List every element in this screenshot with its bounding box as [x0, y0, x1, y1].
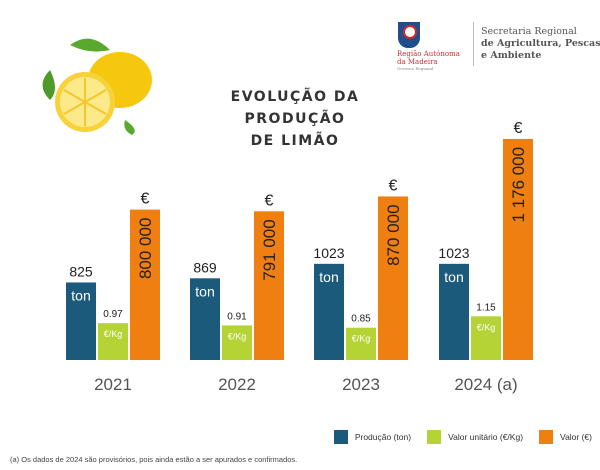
unit-label: €/Kg [104, 329, 123, 339]
bar-value [254, 211, 284, 360]
bar-unit-value [98, 323, 128, 360]
footnote: (a) Os dados de 2024 são provisórios, po… [10, 455, 298, 464]
category-label: 2022 [218, 375, 256, 394]
legend-swatch [333, 430, 348, 444]
unit-label: €/Kg [228, 331, 247, 341]
currency-label: € [265, 192, 274, 209]
currency-label: € [514, 120, 523, 137]
bar-value [378, 196, 408, 360]
currency-label: € [389, 177, 398, 194]
legend: Produção (ton) Valor unitário (€/Kg) Valor… [333, 430, 592, 444]
unit-label: ton [319, 269, 338, 285]
unit-label: ton [444, 269, 463, 285]
data-label: 0.97 [103, 309, 123, 320]
data-label: 825 [69, 263, 93, 279]
bar-value [130, 209, 160, 360]
unit-label: ton [71, 287, 90, 303]
bar-production [439, 263, 469, 360]
madeira-shield-icon [398, 22, 420, 48]
legend-swatch [539, 430, 554, 444]
bar-value [503, 138, 533, 360]
unit-label: ton [195, 283, 214, 299]
legend-item: Produção (ton) [333, 430, 412, 444]
data-label: 1023 [313, 245, 344, 261]
bar-production [66, 282, 96, 360]
government-logo: Região Autónoma da Madeira Governo Region… [395, 22, 600, 72]
category-label: 2021 [94, 375, 132, 394]
bar-unit-value [471, 316, 501, 360]
legend-item: Valor unitário (€/Kg) [427, 430, 523, 444]
legend-label: Produção (ton) [354, 432, 412, 442]
bar-unit-value [346, 327, 376, 360]
data-label: 869 [193, 259, 217, 275]
data-label: 0.91 [227, 311, 247, 322]
data-label: 791 000 [260, 219, 279, 280]
secretaria-name: Secretaria Regional de Agricultura, Pesca… [481, 26, 600, 61]
bar-production [190, 278, 220, 360]
legend-label: Valor unitário (€/Kg) [448, 432, 524, 442]
bar-unit-value [222, 325, 252, 360]
data-label: 1023 [438, 245, 469, 261]
unit-label: €/Kg [477, 322, 496, 332]
category-label: 2023 [342, 375, 380, 394]
data-label: 1 176 000 [509, 147, 528, 223]
legend-label: Valor (€) [560, 432, 592, 442]
region-name: Região Autónoma da Madeira Governo Region… [397, 50, 460, 71]
unit-label: €/Kg [352, 334, 371, 344]
data-label: 0.85 [351, 314, 371, 325]
bar-production [314, 263, 344, 360]
legend-item: Valor (€) [539, 430, 592, 444]
category-label: 2024 (a) [454, 375, 517, 394]
lemon-illustration [30, 30, 170, 140]
chart-title: EVOLUÇÃO DA PRODUÇÃO DE LIMÃO [230, 89, 360, 149]
currency-label: € [141, 191, 150, 208]
data-label: 1.15 [476, 302, 496, 313]
logo-divider [473, 22, 474, 66]
data-label: 870 000 [384, 204, 403, 265]
legend-swatch [427, 430, 442, 444]
data-label: 800 000 [136, 218, 155, 279]
